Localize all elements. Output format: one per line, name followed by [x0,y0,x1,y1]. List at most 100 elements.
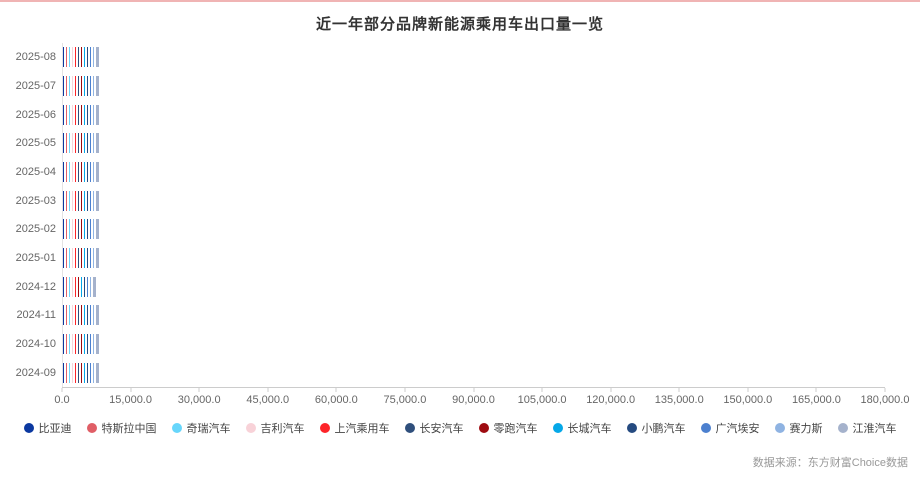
bar-segment[interactable] [84,104,87,125]
bar-segment[interactable] [72,219,75,240]
bar-segment[interactable] [69,219,72,240]
bar-segment[interactable] [66,276,69,297]
bar-segment[interactable] [63,219,66,240]
bar-segment[interactable] [66,190,69,211]
bar-segment[interactable] [84,190,87,211]
bar-segment[interactable] [81,76,84,96]
bar-segment[interactable] [87,334,90,355]
bar-segment[interactable] [93,76,96,96]
bar-segment[interactable] [90,47,93,68]
bar-segment[interactable] [63,104,66,125]
bar-segment[interactable] [63,133,66,154]
bar-segment[interactable] [75,219,78,240]
bar-segment[interactable] [84,76,87,96]
bar-segment[interactable] [93,133,96,154]
bar-segment[interactable] [87,190,90,211]
bar-segment[interactable] [90,76,93,96]
legend-item[interactable]: 广汽埃安 [700,420,760,436]
bar-segment[interactable] [93,47,96,68]
bar-segment[interactable] [75,76,78,96]
bar-segment[interactable] [87,162,90,183]
bar-segment[interactable] [66,219,69,240]
bar-segment[interactable] [72,305,75,326]
bar-segment[interactable] [96,334,99,355]
bar-segment[interactable] [75,133,78,154]
bar-segment[interactable] [78,133,81,154]
bar-segment[interactable] [90,334,93,355]
bar-segment[interactable] [81,219,84,240]
bar-segment[interactable] [96,133,99,154]
bar-segment[interactable] [78,305,81,326]
bar-segment[interactable] [78,248,81,269]
bar-segment[interactable] [63,305,66,326]
bar-segment[interactable] [69,76,72,96]
bar-segment[interactable] [87,133,90,154]
legend-item[interactable]: 吉利汽车 [245,420,305,436]
bar-segment[interactable] [96,76,99,96]
bar-segment[interactable] [81,276,84,297]
bar-segment[interactable] [66,362,69,383]
bar-segment[interactable] [69,190,72,211]
bar-segment[interactable] [63,162,66,183]
bar-segment[interactable] [69,334,72,355]
bar-segment[interactable] [66,76,69,96]
legend-item[interactable]: 江淮汽车 [837,420,897,436]
bar-segment[interactable] [75,190,78,211]
bar-segment[interactable] [87,305,90,326]
bar-segment[interactable] [96,162,99,183]
bar-segment[interactable] [90,133,93,154]
bar-segment[interactable] [84,305,87,326]
bar-segment[interactable] [90,276,93,297]
bar-segment[interactable] [93,248,96,269]
bar-segment[interactable] [78,219,81,240]
bar-segment[interactable] [87,104,90,125]
bar-segment[interactable] [69,47,72,68]
legend-item[interactable]: 小鹏汽车 [626,420,686,436]
bar-segment[interactable] [96,47,99,68]
bar-segment[interactable] [90,162,93,183]
bar-segment[interactable] [84,162,87,183]
bar-segment[interactable] [81,162,84,183]
bar-segment[interactable] [69,248,72,269]
bar-segment[interactable] [81,190,84,211]
bar-segment[interactable] [87,47,90,68]
bar-segment[interactable] [81,362,84,383]
bar-segment[interactable] [93,162,96,183]
bar-segment[interactable] [84,47,87,68]
legend-item[interactable]: 赛力斯 [774,420,823,436]
bar-segment[interactable] [72,104,75,125]
bar-segment[interactable] [81,104,84,125]
bar-segment[interactable] [72,276,75,297]
bar-segment[interactable] [75,248,78,269]
bar-segment[interactable] [90,190,93,211]
bar-segment[interactable] [75,276,78,297]
bar-segment[interactable] [96,190,99,211]
bar-segment[interactable] [84,133,87,154]
bar-segment[interactable] [87,276,90,297]
bar-segment[interactable] [72,334,75,355]
bar-segment[interactable] [93,276,96,297]
bar-segment[interactable] [84,219,87,240]
bar-segment[interactable] [93,305,96,326]
bar-segment[interactable] [69,276,72,297]
bar-segment[interactable] [69,104,72,125]
bar-segment[interactable] [63,248,66,269]
bar-segment[interactable] [72,133,75,154]
bar-segment[interactable] [93,219,96,240]
bar-segment[interactable] [87,219,90,240]
bar-segment[interactable] [78,362,81,383]
bar-segment[interactable] [69,362,72,383]
bar-segment[interactable] [78,190,81,211]
bar-segment[interactable] [72,47,75,68]
bar-segment[interactable] [96,305,99,326]
bar-segment[interactable] [84,362,87,383]
bar-segment[interactable] [75,162,78,183]
bar-segment[interactable] [90,104,93,125]
bar-segment[interactable] [69,133,72,154]
bar-segment[interactable] [90,219,93,240]
bar-segment[interactable] [78,162,81,183]
bar-segment[interactable] [66,334,69,355]
bar-segment[interactable] [81,248,84,269]
bar-segment[interactable] [63,334,66,355]
legend-item[interactable]: 上汽乘用车 [319,420,390,436]
